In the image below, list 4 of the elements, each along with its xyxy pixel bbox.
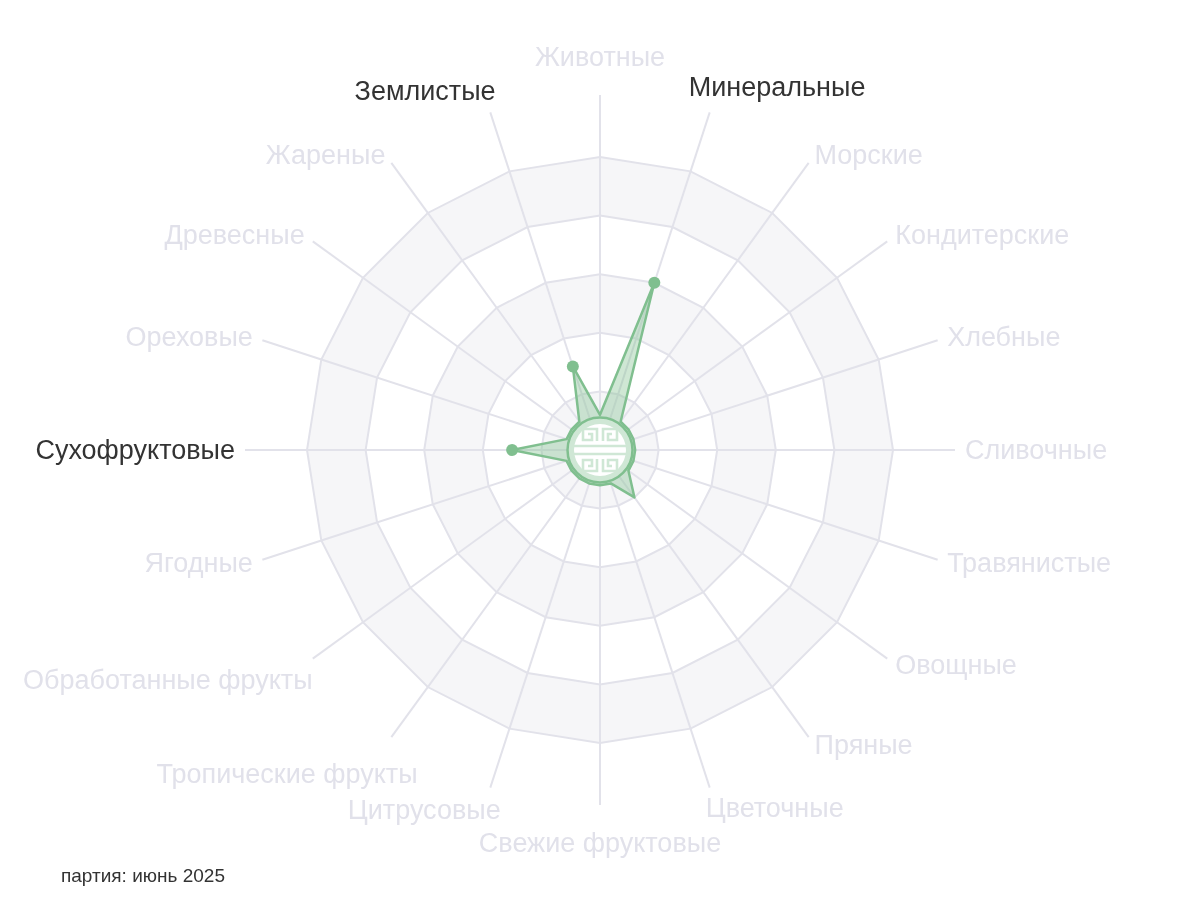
spoke-label: Землистые (354, 76, 496, 107)
spoke-label: Сухофруктовые (35, 435, 235, 465)
text: партия: июнь 2025 (61, 864, 225, 888)
spoke-label: Минеральные (688, 71, 866, 102)
